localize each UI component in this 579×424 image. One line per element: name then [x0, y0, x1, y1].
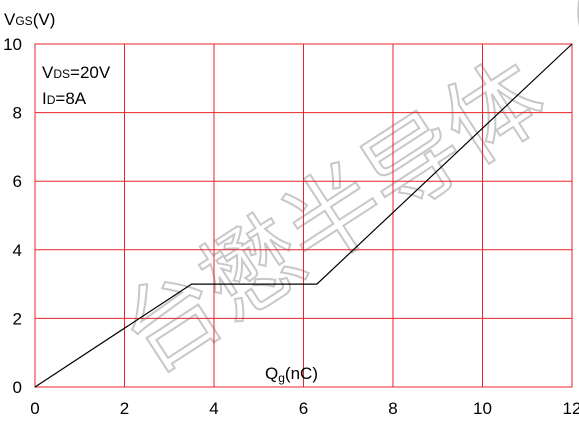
- y-axis-label-main: V: [4, 10, 16, 29]
- grid-layer: [34, 43, 573, 388]
- series-layer: [34, 43, 573, 388]
- x-axis-label-main: Q: [265, 364, 278, 383]
- x-axis-label: Qg(nC): [265, 364, 318, 385]
- y-tick-label: 0: [13, 378, 22, 397]
- condition-vds-main: V: [42, 63, 54, 82]
- y-axis-label-rest: (V): [33, 10, 56, 29]
- y-tick-label: 6: [13, 172, 22, 191]
- y-tick-label: 2: [13, 309, 22, 328]
- x-tick-label: 10: [473, 399, 492, 418]
- x-axis-label-sub: g: [278, 371, 285, 385]
- condition-vds: VDS=20V: [42, 63, 111, 82]
- condition-id-sub: D: [47, 93, 56, 107]
- condition-vds-rest: =20V: [70, 63, 111, 82]
- y-tick-label: 8: [13, 104, 22, 123]
- plot-frame: [34, 43, 573, 388]
- series-line-0: [34, 43, 573, 388]
- tick-label-layer: 0 2 4 6 8 10 12 0 2 4 6 8 10: [3, 35, 579, 418]
- y-axis-label: VGS(V): [4, 10, 55, 29]
- condition-id-main: I: [42, 89, 47, 108]
- condition-id-rest: =8A: [55, 89, 86, 108]
- condition-id: ID=8A: [42, 89, 87, 108]
- y-axis-label-sub: GS: [15, 14, 32, 28]
- x-tick-label: 2: [120, 399, 129, 418]
- y-tick-label: 4: [13, 241, 22, 260]
- watermark-text: 台懋半导体（: [102, 0, 579, 394]
- x-tick-label: 6: [299, 399, 308, 418]
- x-tick-label: 12: [563, 399, 579, 418]
- x-tick-label: 0: [30, 399, 39, 418]
- watermark-layer: 台懋半导体（: [101, 0, 579, 395]
- x-axis-label-rest: (nC): [285, 364, 318, 383]
- condition-vds-sub: DS: [53, 67, 70, 81]
- y-tick-label: 10: [3, 35, 22, 54]
- x-tick-label: 8: [388, 399, 397, 418]
- x-tick-label: 4: [209, 399, 218, 418]
